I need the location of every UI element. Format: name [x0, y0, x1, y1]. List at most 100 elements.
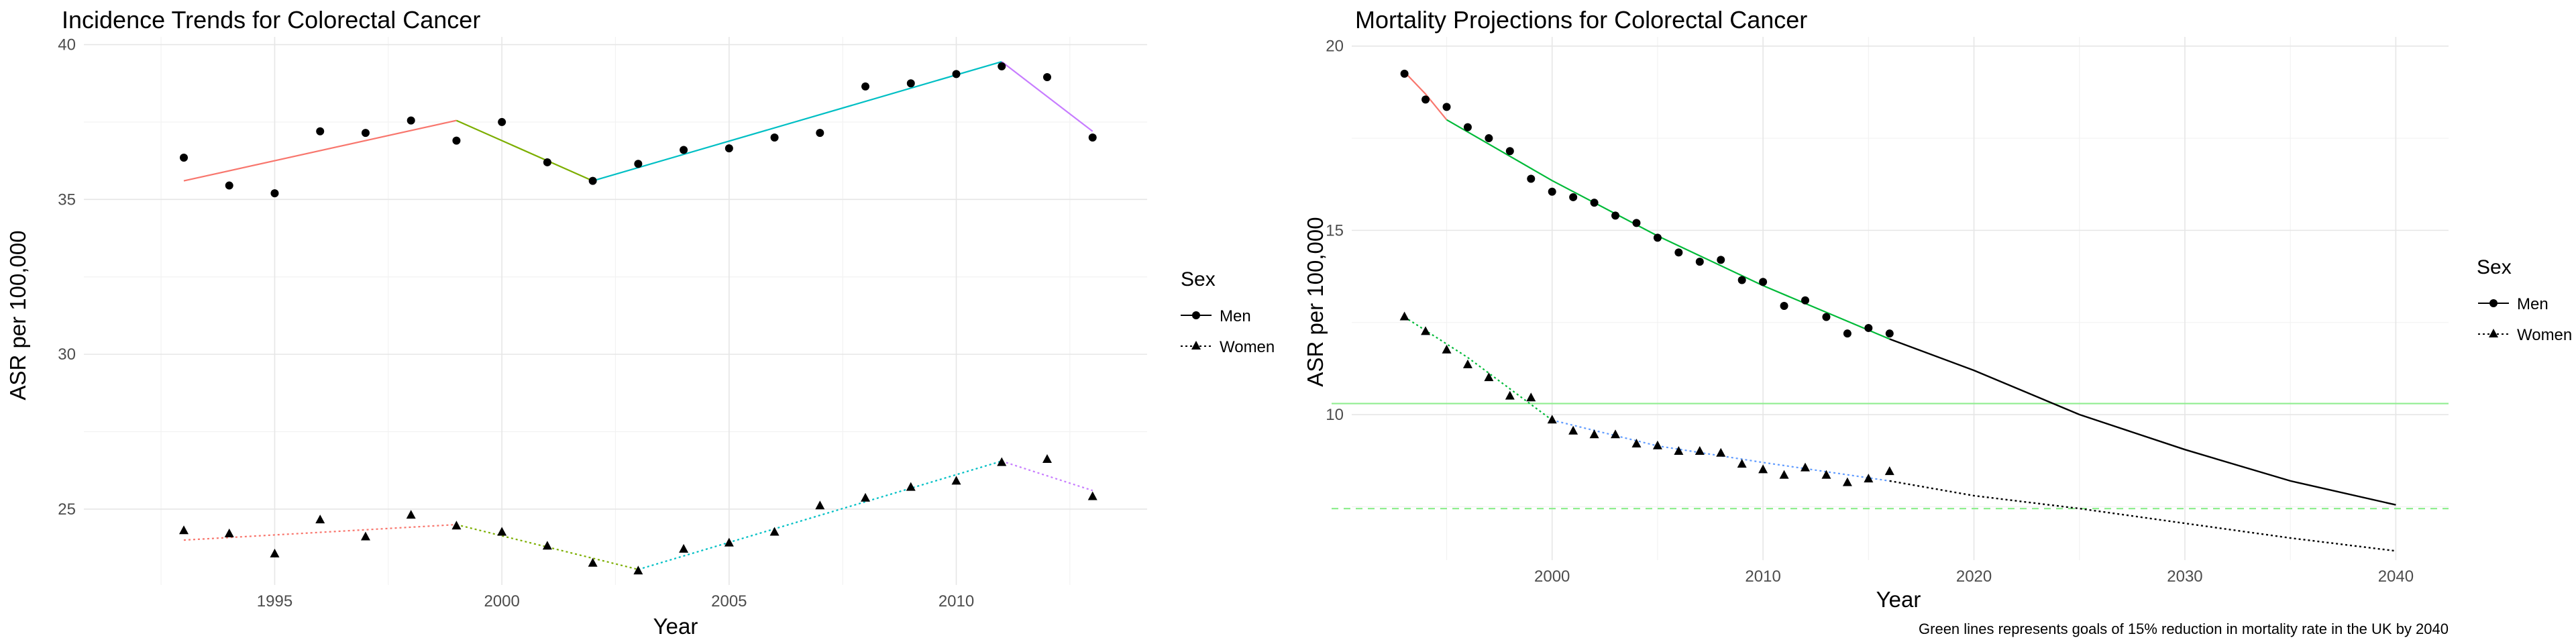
women-data-point [497, 527, 507, 536]
women-data-point [1568, 425, 1578, 435]
women-data-point [1526, 392, 1536, 402]
women-data-point [1087, 491, 1097, 500]
mortality-grid [1352, 37, 2449, 560]
x-tick-label: 2020 [1956, 568, 1992, 586]
women-data-point [1758, 464, 1768, 474]
women-data-point [861, 492, 871, 502]
women-data-point [633, 566, 643, 575]
trend-segment-women [1001, 460, 1093, 492]
women-data-point [1399, 311, 1409, 321]
mortality-chart: Mortality Projections for Colorectal Can… [1303, 6, 2572, 637]
men-data-point [1505, 147, 1514, 156]
mortality-chart-title: Mortality Projections for Colorectal Can… [1355, 6, 1807, 34]
men-data-point [1695, 258, 1704, 266]
women-data-point [1842, 477, 1852, 486]
mortality-legend: Sex Men Women [2477, 256, 2572, 344]
mortality-caption: Green lines represents goals of 15% redu… [1919, 621, 2449, 637]
incidence-y-axis-title: ASR per 100,000 [5, 230, 30, 400]
projection-line-women [1889, 480, 2396, 552]
y-tick-label: 15 [1326, 221, 1344, 239]
men-data-point [180, 154, 189, 162]
women-data-point [179, 525, 189, 535]
mortality-legend-title: Sex [2477, 256, 2512, 278]
x-tick-label: 2040 [2378, 568, 2414, 586]
y-tick-label: 25 [58, 500, 76, 519]
men-data-point [1653, 233, 1662, 242]
mortality-x-axis-title: Year [1876, 587, 1921, 612]
men-data-point [1674, 248, 1683, 257]
men-data-point [316, 127, 325, 136]
women-data-point [451, 521, 462, 530]
men-data-point [452, 136, 461, 145]
incidence-legend-men-label: Men [1220, 307, 1251, 325]
incidence-grid [84, 37, 1147, 585]
trend-segment-women [183, 523, 457, 541]
men-data-point [225, 181, 233, 190]
men-data-point [407, 116, 415, 125]
x-tick-label: 2010 [938, 592, 974, 610]
men-data-point [1632, 219, 1641, 227]
incidence-legend-title: Sex [1181, 268, 1216, 290]
y-tick-label: 30 [58, 345, 76, 364]
men-data-point [1548, 187, 1556, 196]
women-data-point [1716, 447, 1726, 457]
women-data-point [1779, 470, 1789, 479]
mortality-fitted-lines [1403, 71, 2396, 552]
y-tick-label: 10 [1326, 406, 1344, 424]
incidence-chart-title: Incidence Trends for Colorectal Cancer [62, 6, 480, 34]
legend-women-triangle-icon [2489, 329, 2498, 337]
incidence-x-axis-title: Year [653, 614, 698, 639]
women-data-point [1821, 470, 1831, 479]
trend-segment-men [592, 60, 1002, 182]
women-data-point [951, 476, 961, 485]
women-data-point [1484, 372, 1494, 382]
men-data-point [680, 146, 688, 154]
men-data-point [770, 133, 779, 142]
trend-segment-men [455, 119, 594, 182]
women-data-point [1695, 445, 1705, 455]
y-tick-label: 40 [58, 36, 76, 54]
women-data-point [1589, 429, 1599, 439]
projection-line-men [1889, 338, 2396, 506]
women-data-point [406, 510, 416, 519]
women-data-point [815, 500, 825, 510]
incidence-legend-women-label: Women [1220, 338, 1275, 356]
men-data-point [1042, 73, 1051, 82]
men-data-point [952, 70, 961, 78]
incidence-points [179, 62, 1097, 575]
women-data-point [724, 537, 734, 547]
women-data-point [360, 531, 370, 541]
men-data-point [1864, 323, 1873, 332]
x-tick-label: 1995 [257, 592, 292, 610]
men-data-point [361, 129, 370, 138]
women-data-point [542, 541, 552, 550]
mortality-legend-women-label: Women [2517, 326, 2572, 344]
trend-segment-women [638, 460, 1002, 570]
trend-segment-men [1403, 71, 1448, 121]
men-data-point [1088, 133, 1097, 142]
women-data-point [315, 515, 325, 524]
trend-segment-men [1001, 61, 1093, 132]
legend-women-triangle-icon [1191, 341, 1201, 350]
men-data-point [1527, 174, 1536, 183]
women-data-point [1505, 390, 1515, 400]
men-data-point [1780, 301, 1788, 310]
women-data-point [1421, 326, 1431, 335]
mortality-points [1399, 69, 1894, 486]
mortality-y-axis-title: ASR per 100,000 [1303, 217, 1328, 386]
men-data-point [1442, 103, 1451, 111]
men-data-point [861, 82, 870, 91]
men-data-point [1843, 329, 1851, 338]
women-data-point [1652, 440, 1662, 449]
men-data-point [1885, 329, 1894, 338]
women-data-point [906, 482, 916, 491]
men-data-point [588, 176, 597, 185]
men-data-point [1485, 134, 1493, 143]
women-data-point [1631, 438, 1642, 447]
trend-segment-men [183, 119, 457, 182]
x-tick-label: 2030 [2167, 568, 2202, 586]
women-data-point [1801, 462, 1811, 472]
mortality-legend-men-label: Men [2517, 295, 2548, 313]
incidence-trend-lines [183, 60, 1093, 570]
